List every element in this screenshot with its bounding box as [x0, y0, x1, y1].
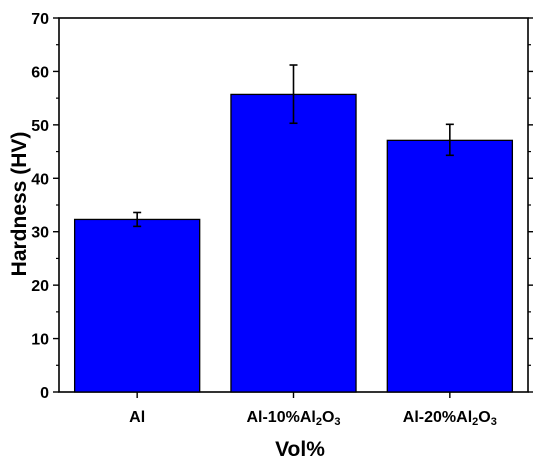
- x-axis-label: Vol%: [275, 438, 325, 461]
- bar: [230, 93, 357, 393]
- y-axis-label: Hardness (HV): [8, 132, 31, 277]
- y-tick-label: 60: [31, 64, 49, 81]
- x-tick-label: Al: [129, 409, 145, 426]
- y-tick-label: 50: [31, 118, 49, 135]
- y-tick-label: 10: [31, 332, 49, 349]
- y-tick-label: 0: [40, 385, 49, 402]
- y-tick-label: 30: [31, 225, 49, 242]
- bar: [73, 218, 201, 393]
- y-tick-label: 40: [31, 171, 49, 188]
- bar: [386, 139, 514, 393]
- x-tick-label: Al-20%Al2O3: [403, 409, 497, 428]
- y-tick-label: 20: [31, 278, 49, 295]
- plot-area: 0 10 20 30 40 50 60 70 Al Al-10%Al2O3 Al-20%Al2O3: [31, 11, 533, 428]
- x-tick-label: Al-10%Al2O3: [246, 409, 340, 428]
- y-tick-label: 70: [31, 11, 49, 28]
